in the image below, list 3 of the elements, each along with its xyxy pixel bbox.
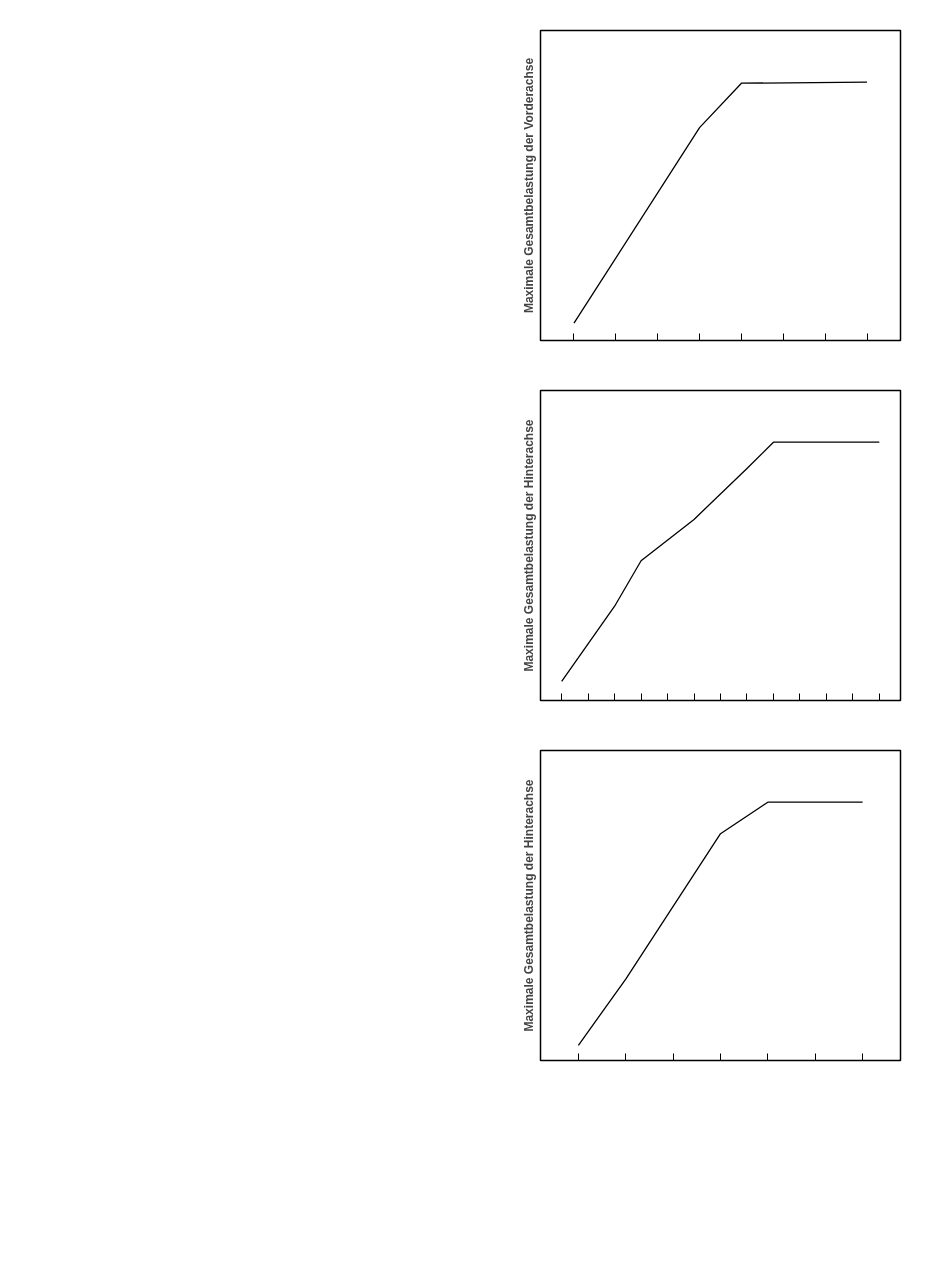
y-axis-title: Maximale Gesamtbelastung der Vorderachse xyxy=(521,57,536,314)
y-axis-title: Maximale Gesamtbelastung der Hinterachse xyxy=(521,779,536,1032)
y-axis-title: Maximale Gesamtbelastung der Hinterachse xyxy=(521,419,536,672)
